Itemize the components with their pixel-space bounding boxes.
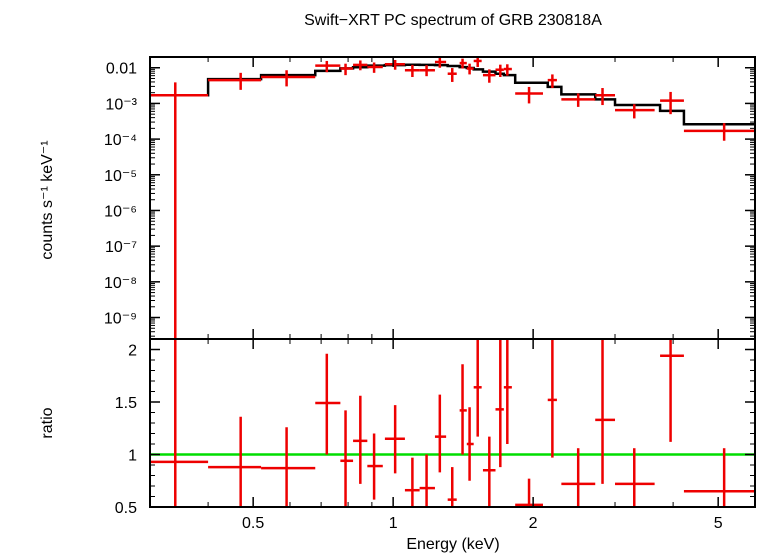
y-tick-label: 10⁻⁶ <box>104 203 137 220</box>
x-tick-label: 5 <box>714 515 723 532</box>
y-tick-label: 0.5 <box>115 500 137 517</box>
data-point <box>515 478 543 507</box>
chart-title: Swift−XRT PC spectrum of GRB 230818A <box>304 12 602 29</box>
x-axis-label: Energy (keV) <box>406 536 499 553</box>
spectrum-frame <box>149 56 756 340</box>
data-point <box>261 427 316 507</box>
data-point <box>353 60 368 71</box>
spectrum-axes: 0.01 10⁻³ 10⁻⁴ 10⁻⁵ 10⁻⁶ 10⁻⁷ 10⁻⁸ 10⁻⁹ <box>104 57 755 339</box>
data-point <box>495 64 504 78</box>
y-tick-label: 10⁻⁴ <box>104 132 137 149</box>
ratio-frame <box>149 338 756 508</box>
data-point <box>434 57 447 68</box>
y-tick-label: 0.01 <box>106 61 137 78</box>
data-point <box>473 57 482 67</box>
data-point <box>547 74 557 89</box>
data-point <box>315 60 341 73</box>
data-point <box>459 58 467 69</box>
data-point <box>482 436 496 507</box>
data-point <box>367 433 383 500</box>
data-point <box>150 339 209 507</box>
x-tick-label: 2 <box>529 515 538 532</box>
spectrum-data-points <box>150 57 755 339</box>
data-point <box>561 448 596 507</box>
data-point <box>595 339 616 484</box>
data-point <box>660 339 684 442</box>
y-axis-label-ratio: ratio <box>39 407 56 438</box>
data-point <box>384 59 405 70</box>
ratio-data-points <box>150 339 755 507</box>
data-point <box>503 339 512 444</box>
y-tick-label: 10⁻⁹ <box>104 311 137 328</box>
data-point <box>561 93 596 107</box>
y-tick-label: 2 <box>128 343 137 360</box>
data-point <box>150 82 209 339</box>
data-point <box>384 405 405 474</box>
spectrum-panel: 0.01 10⁻³ 10⁻⁴ 10⁻⁵ 10⁻⁶ 10⁻⁷ 10⁻⁸ 10⁻⁹ <box>104 56 756 340</box>
data-point <box>447 467 457 507</box>
ratio-axes: 0.5 1 1.5 2 <box>115 339 755 517</box>
data-point <box>419 65 435 77</box>
data-point <box>615 448 655 507</box>
data-point <box>547 339 557 458</box>
y-tick-label: 1 <box>128 448 137 465</box>
data-point <box>683 123 755 141</box>
y-axis-label-spectrum: counts s⁻¹ keV⁻¹ <box>39 140 56 259</box>
data-point <box>660 91 684 115</box>
ratio-panel: 0.5 1 1.5 2 <box>115 338 756 517</box>
x-tick-labels: 0.5 1 2 5 <box>242 515 723 532</box>
data-point <box>315 353 341 455</box>
y-tick-label: 10⁻⁷ <box>105 239 137 256</box>
data-point <box>447 68 457 82</box>
data-point <box>208 416 262 507</box>
data-point <box>515 86 543 104</box>
data-point <box>340 410 354 507</box>
data-point <box>683 448 755 507</box>
data-point <box>466 407 474 481</box>
y-tick-label: 10⁻⁵ <box>104 168 137 185</box>
data-point <box>404 457 420 507</box>
x-tick-label: 1 <box>389 515 398 532</box>
data-point <box>419 454 435 507</box>
x-tick-label: 0.5 <box>242 515 264 532</box>
data-point <box>503 64 512 76</box>
data-point <box>261 70 316 87</box>
data-point <box>466 63 474 75</box>
y-tick-label: 1.5 <box>115 395 137 412</box>
y-tick-label: 10⁻⁸ <box>104 275 137 292</box>
data-point <box>482 69 496 83</box>
data-point <box>595 88 616 106</box>
data-point <box>367 62 383 73</box>
y-tick-label: 10⁻³ <box>105 96 137 113</box>
data-point <box>473 339 482 437</box>
data-point <box>459 364 467 455</box>
data-point <box>434 394 447 473</box>
data-point <box>208 72 262 90</box>
data-point <box>353 395 368 484</box>
data-point <box>404 64 420 78</box>
data-point <box>495 339 504 468</box>
data-point <box>340 63 354 76</box>
data-point <box>615 104 655 119</box>
